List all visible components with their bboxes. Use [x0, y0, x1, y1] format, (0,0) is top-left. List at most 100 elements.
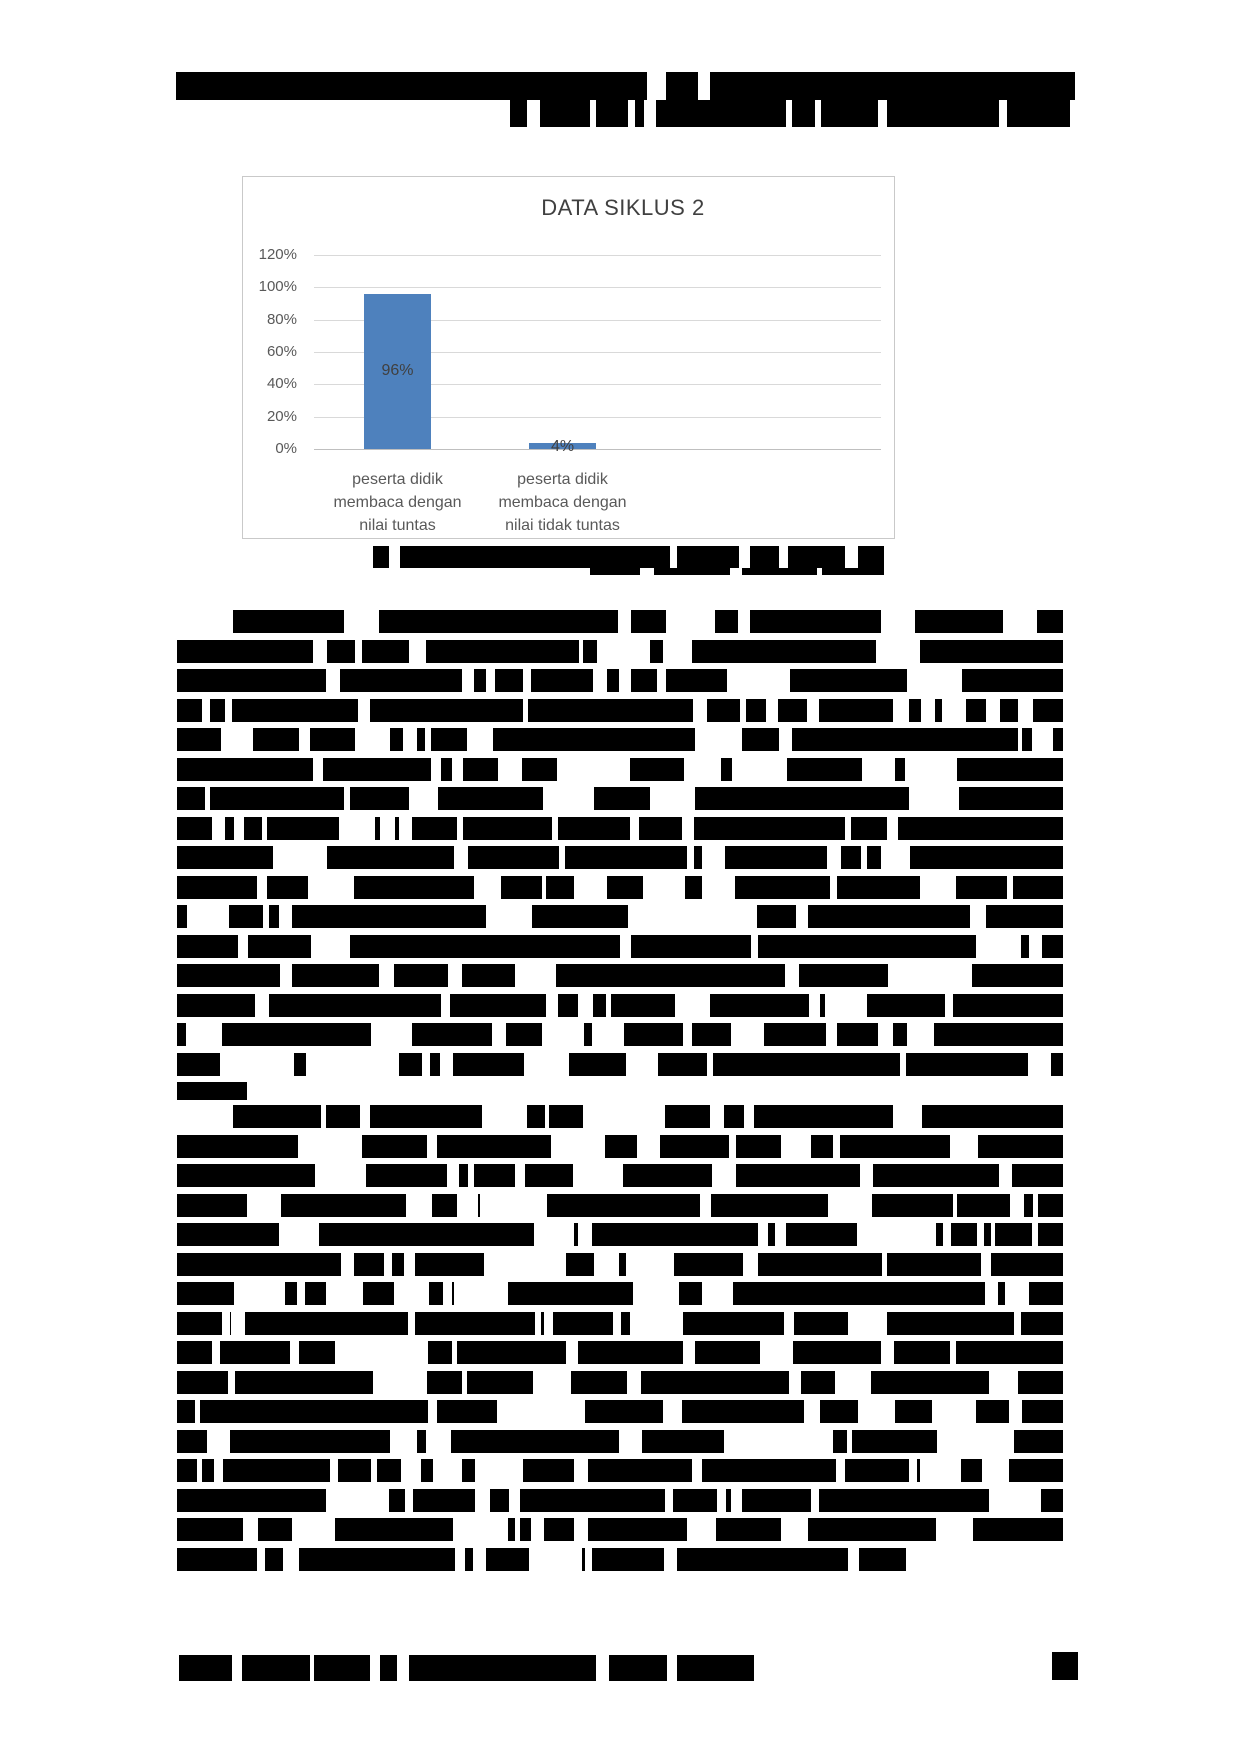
article-title-line-2: [510, 100, 1070, 127]
redaction-word-gap: [340, 935, 351, 958]
redaction-word-gap: [452, 1341, 457, 1364]
redaction-word-gap: [784, 1312, 794, 1335]
redaction-word-gap: [593, 669, 607, 692]
redaction-word-gap: [447, 964, 462, 987]
redaction-word-gap: [633, 1282, 680, 1305]
redaction-word-gap: [308, 876, 355, 899]
redaction-word-gap: [403, 1253, 416, 1276]
redaction-word-gap: [403, 728, 417, 751]
redaction-word-gap: [695, 728, 709, 751]
redaction-word-gap: [730, 1489, 742, 1512]
redaction-word-gap: [626, 1253, 674, 1276]
redaction-word-gap: [724, 1430, 761, 1453]
redaction-word-gap: [699, 1194, 712, 1217]
redacted-text-line: [177, 1341, 1063, 1364]
redacted-text-line: [177, 994, 1063, 1017]
redaction-word-gap: [492, 1282, 508, 1305]
redacted-text-line: [177, 640, 1063, 663]
redaction-word-gap: [453, 1518, 508, 1541]
redaction-word-gap: [422, 1053, 431, 1076]
redaction-word-gap: [309, 1135, 318, 1158]
redaction-word-gap: [256, 876, 268, 899]
redaction-word-gap: [888, 964, 918, 987]
redaction-word-gap: [326, 1282, 363, 1305]
redacted-text-line: [177, 1194, 1063, 1217]
redacted-text-line: [177, 728, 1063, 751]
redaction-word-gap: [230, 1312, 246, 1335]
redaction-word-gap: [881, 1253, 888, 1276]
gridline: [314, 352, 881, 353]
redaction-word-gap: [496, 1400, 546, 1423]
redaction-word-gap: [907, 669, 963, 692]
redaction-word-gap: [835, 1371, 872, 1394]
redaction-word-gap: [1004, 1282, 1029, 1305]
redaction-word-gap: [739, 699, 746, 722]
redaction-word-gap: [664, 1489, 674, 1512]
redaction-word-gap: [272, 846, 323, 869]
redaction-word-gap: [221, 728, 254, 751]
redaction-word-gap: [296, 1282, 305, 1305]
redacted-text-line: [233, 1105, 1063, 1128]
redaction-word-gap: [1028, 1053, 1051, 1076]
redaction-word-gap: [618, 610, 631, 633]
redaction-word-gap: [627, 1371, 642, 1394]
redaction-word-gap: [726, 728, 743, 751]
redaction-word-gap: [732, 758, 788, 781]
redaction-word-gap: [835, 1459, 845, 1482]
redaction-word-gap: [663, 640, 693, 663]
redacted-text-line: [177, 1282, 1063, 1305]
redaction-word-gap: [683, 758, 712, 781]
redaction-word-gap: [785, 100, 792, 127]
redaction-word-gap: [1017, 728, 1022, 751]
redaction-word-gap: [649, 72, 655, 100]
redaction-word-gap: [514, 1518, 520, 1541]
article-title-line-1: [176, 72, 1075, 100]
redacted-text-line: [233, 610, 1063, 633]
redaction-word-gap: [467, 728, 493, 751]
redaction-word-gap: [667, 610, 716, 633]
redacted-text-line: [177, 1400, 1063, 1423]
redaction-word-gap: [875, 640, 913, 663]
redaction-word-gap: [234, 817, 244, 840]
redaction-word-gap: [299, 728, 311, 751]
redaction-word-gap: [1017, 699, 1033, 722]
redaction-word-gap: [943, 1223, 951, 1246]
redaction-word-gap: [534, 1223, 574, 1246]
redaction-word-gap: [379, 817, 395, 840]
redaction-word-gap: [899, 1053, 906, 1076]
redaction-word-gap: [825, 994, 848, 1017]
redaction-word-gap: [440, 994, 451, 1017]
redaction-word-gap: [984, 1282, 999, 1305]
redaction-word-gap: [949, 1135, 978, 1158]
redaction-word-gap: [479, 1194, 503, 1217]
redaction-word-gap: [998, 1164, 1012, 1187]
redaction-word-gap: [254, 994, 269, 1017]
redaction-word-gap: [541, 876, 546, 899]
redaction-word-gap: [425, 1430, 451, 1453]
redaction-word-gap: [551, 817, 559, 840]
redaction-word-gap: [904, 699, 910, 722]
redaction-word-gap: [613, 1312, 622, 1335]
redaction-word-gap: [534, 1312, 541, 1335]
redaction-word-gap: [486, 669, 495, 692]
redaction-word-gap: [474, 1489, 490, 1512]
redacted-text-line: [177, 1053, 1063, 1076]
redaction-word-gap: [605, 994, 611, 1017]
gridline: [314, 417, 881, 418]
redaction-word-gap: [717, 1489, 726, 1512]
redaction-word-gap: [541, 1023, 585, 1046]
redaction-word-gap: [381, 964, 387, 987]
redaction-word-gap: [917, 669, 933, 692]
redaction-word-gap: [990, 1223, 995, 1246]
redaction-word-gap: [321, 846, 327, 869]
redaction-word-gap: [404, 1282, 425, 1305]
redaction-word-gap: [443, 1282, 453, 1305]
redacted-text-line: [177, 935, 1063, 958]
redaction-word-gap: [998, 100, 1007, 127]
redaction-word-gap: [683, 1023, 692, 1046]
redaction-word-gap: [326, 669, 340, 692]
redaction-word-gap: [228, 1371, 236, 1394]
redaction-word-gap: [941, 699, 967, 722]
redaction-word-gap: [810, 1489, 820, 1512]
redaction-word-gap: [573, 1518, 588, 1541]
